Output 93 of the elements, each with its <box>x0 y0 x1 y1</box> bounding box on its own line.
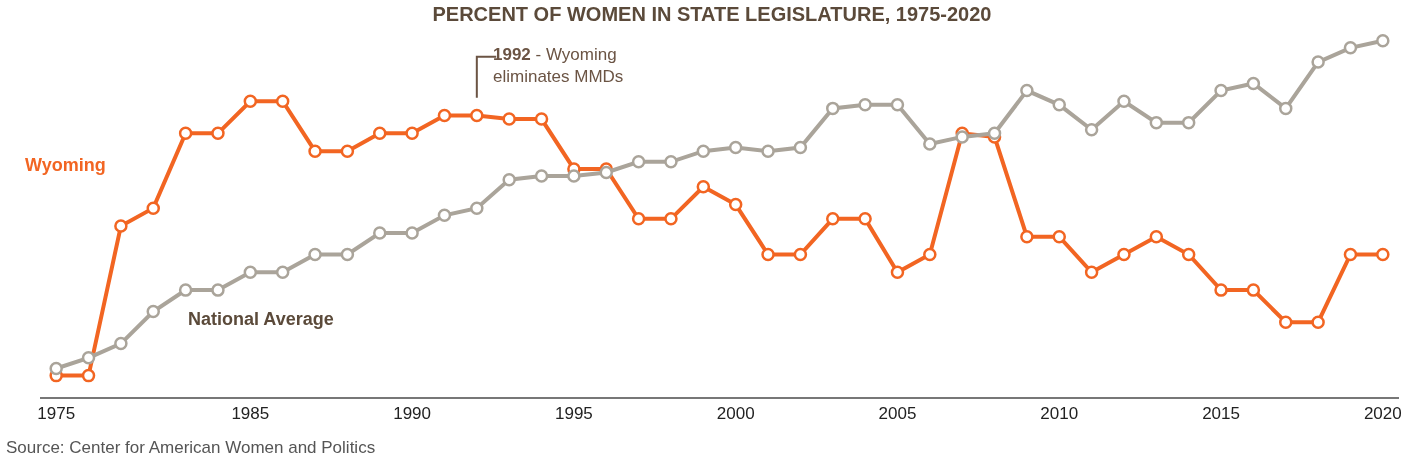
point <box>923 247 937 262</box>
point <box>890 265 905 280</box>
point <box>502 112 516 126</box>
point <box>437 108 452 123</box>
point <box>599 165 613 180</box>
point <box>308 144 322 158</box>
point <box>1279 315 1293 329</box>
point <box>243 265 258 280</box>
x-tick-label: 2015 <box>1202 404 1240 424</box>
point <box>955 130 969 144</box>
point <box>1343 41 1358 55</box>
point <box>1246 283 1261 297</box>
point <box>1376 247 1390 262</box>
point <box>1052 98 1066 112</box>
point <box>1020 229 1034 244</box>
point <box>81 351 96 365</box>
point <box>81 368 96 383</box>
point <box>1052 229 1066 244</box>
point <box>631 155 646 169</box>
point <box>987 126 1002 141</box>
point <box>696 180 711 194</box>
source-note: Source: Center for American Women and Politics <box>6 438 376 457</box>
point <box>1020 83 1034 98</box>
point <box>890 98 905 112</box>
point <box>1149 115 1164 130</box>
point <box>178 283 193 297</box>
point <box>373 226 387 240</box>
point <box>211 126 225 141</box>
point <box>340 247 355 262</box>
point <box>308 247 322 262</box>
point <box>243 94 258 109</box>
point <box>793 247 808 262</box>
point <box>534 169 549 183</box>
point <box>114 336 128 351</box>
point <box>1279 101 1293 116</box>
point <box>470 108 484 123</box>
point <box>1149 229 1164 244</box>
point <box>146 201 160 215</box>
point <box>858 98 872 112</box>
point <box>1311 55 1325 69</box>
point <box>275 94 290 109</box>
annotation: 1992 - Wyoming eliminates MMDs <box>493 45 624 87</box>
point <box>146 304 160 319</box>
point <box>534 112 549 126</box>
series-label: National Average <box>188 309 334 329</box>
x-tick-label: 1985 <box>231 404 270 424</box>
point <box>793 140 808 155</box>
point <box>567 169 581 183</box>
point <box>1117 94 1131 109</box>
point <box>1214 283 1228 297</box>
point <box>664 212 678 226</box>
point <box>631 212 646 226</box>
point <box>373 126 387 141</box>
x-tick-label: 2000 <box>716 404 755 424</box>
point <box>664 155 678 169</box>
point <box>405 226 419 240</box>
point <box>1084 123 1099 137</box>
point <box>1343 247 1358 262</box>
x-tick-label: 2010 <box>1040 404 1079 424</box>
x-tick-label: 1995 <box>554 404 593 424</box>
point <box>696 144 711 158</box>
point <box>826 212 840 226</box>
point <box>1311 315 1325 329</box>
point <box>858 212 872 226</box>
point <box>114 219 128 233</box>
x-tick-label: 2005 <box>878 404 917 424</box>
point <box>761 247 775 262</box>
chart-title: PERCENT OF WOMEN IN STATE LEGISLATURE, 1975-2020 <box>432 2 992 25</box>
point <box>275 265 290 280</box>
point <box>470 201 484 215</box>
point <box>405 126 419 141</box>
point <box>761 144 775 158</box>
x-tick-label: 2020 <box>1363 404 1402 424</box>
point <box>1181 247 1196 262</box>
point <box>826 101 840 116</box>
point <box>1246 76 1261 91</box>
point <box>178 126 193 141</box>
point <box>437 208 452 223</box>
point <box>923 137 937 151</box>
text: Wyoming <box>25 155 106 175</box>
x-tick-label: 1975 <box>37 404 76 424</box>
point <box>211 283 225 297</box>
point <box>1214 83 1228 98</box>
point <box>340 144 355 158</box>
point <box>1181 115 1196 130</box>
point <box>1117 247 1131 262</box>
point <box>49 361 63 376</box>
point <box>728 197 743 212</box>
point <box>728 140 743 155</box>
x-tick-label: 1990 <box>393 404 432 424</box>
point <box>1376 33 1390 48</box>
point <box>1084 265 1099 280</box>
point <box>502 172 516 187</box>
